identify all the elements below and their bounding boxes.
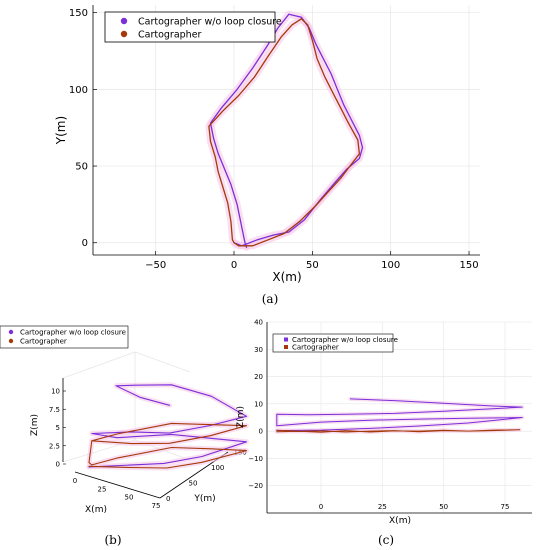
panel-a: −50 0 50 100 150 0 50 100 150 X(m) Y(m) Cartogra… <box>54 5 480 306</box>
x-tick-label: 50 <box>125 494 134 502</box>
legend-marker-wo-loop <box>120 17 128 25</box>
x-tick-label: 25 <box>378 503 387 511</box>
y-tick-label: 0 <box>82 238 88 249</box>
panel-c-ticks: 0 25 50 75 −20 −10 0 10 20 30 40 <box>248 319 509 512</box>
legend-box <box>104 11 276 43</box>
y-tick-label: 20 <box>254 373 263 381</box>
panel-b-legend: Cartographer w/o loop closure Cartograph… <box>0 325 129 349</box>
series-halo-0 <box>207 10 366 251</box>
y-tick-label: 30 <box>254 346 263 354</box>
caption-c: (c) <box>378 533 394 547</box>
series-halo-1 <box>205 15 363 250</box>
x-tick-label: 25 <box>98 485 107 493</box>
legend-marker-wo-loop <box>284 337 288 342</box>
y-tick-label: 10 <box>254 400 263 408</box>
panel-a-plot <box>205 10 366 251</box>
legend-marker-cartographer <box>8 338 14 344</box>
panel-c-xlabel: X(m) <box>389 516 411 526</box>
panel-b-ylabel: Y(m) <box>193 494 215 504</box>
legend-marker-cartographer <box>284 345 288 349</box>
series-line-wo-loop-closure <box>209 13 364 248</box>
legend-label-wo-loop: Cartographer w/o loop closure <box>138 17 282 28</box>
panel-a-ticks: −50 0 50 100 150 0 50 100 150 <box>69 8 479 271</box>
x-tick-label: −50 <box>145 260 166 271</box>
y-tick-label: 0 <box>166 495 170 503</box>
legend-label-cartographer: Cartographer <box>138 30 202 41</box>
series-line-wo-loop-closure <box>88 384 248 468</box>
legend-label-wo-loop: Cartographer w/o loop closure <box>20 329 126 337</box>
panel-a-xlabel: X(m) <box>272 270 301 284</box>
z-tick-label: 5 <box>56 424 60 432</box>
series-line-cartographer <box>276 429 521 433</box>
z-tick-label: 0 <box>56 461 60 469</box>
x-tick-label: 0 <box>73 477 77 485</box>
y-tick-label: 40 <box>254 319 263 327</box>
legend-box <box>272 333 394 353</box>
legend-marker-cartographer <box>120 30 128 38</box>
caption-b: (b) <box>104 533 121 547</box>
y-tick-label: 50 <box>189 480 198 488</box>
series-line-cartographer <box>88 422 248 469</box>
x-tick-label: 50 <box>306 260 319 271</box>
panel-c-legend: Cartographer w/o loop closure Cartograph… <box>272 333 398 353</box>
y-tick-label: 100 <box>211 464 224 472</box>
x-tick-label: 50 <box>439 503 448 511</box>
panel-b-plot <box>86 382 249 471</box>
panel-c: 0 25 50 75 −20 −10 0 10 20 30 40 X(m) Z(m) Cartogr… <box>236 319 532 547</box>
y-tick-label: −20 <box>248 482 263 490</box>
panel-a-legend: Cartographer w/o loop closure Cartograph… <box>104 11 282 43</box>
x-tick-label: 100 <box>381 260 400 271</box>
y-tick-label: 150 <box>69 8 88 19</box>
panel-a-grid <box>93 5 480 255</box>
legend-label-cartographer: Cartographer <box>292 344 339 352</box>
legend-label-wo-loop: Cartographer w/o loop closure <box>292 336 398 344</box>
panel-c-plot <box>274 396 525 435</box>
series-line-cartographer <box>208 18 361 247</box>
legend-label-cartographer: Cartographer <box>20 338 67 346</box>
y-tick-label: 0 <box>259 428 263 436</box>
x-tick-label: 0 <box>319 503 323 511</box>
panel-c-ylabel: Z(m) <box>236 406 246 428</box>
legend-box <box>0 325 129 349</box>
y-tick-label: −10 <box>248 455 263 463</box>
panel-a-ylabel: Y(m) <box>54 116 68 145</box>
panel-b-zlabel: Z(m) <box>30 414 40 436</box>
z-tick-label: 2.5 <box>49 442 60 450</box>
legend-marker-wo-loop <box>8 329 14 335</box>
panel-b-xlabel: X(m) <box>85 505 107 515</box>
x-tick-label: 75 <box>152 502 161 510</box>
x-tick-label: 150 <box>459 260 478 271</box>
x-tick-label: 75 <box>501 503 510 511</box>
z-tick-label: 10 <box>51 388 60 396</box>
series-line-wo-loop-closure <box>276 398 523 432</box>
y-tick-label: 100 <box>69 85 88 96</box>
caption-a: (a) <box>262 292 279 306</box>
x-tick-label: 0 <box>231 260 237 271</box>
y-tick-label: 50 <box>75 162 88 173</box>
z-tick-label: 7.5 <box>49 406 60 414</box>
